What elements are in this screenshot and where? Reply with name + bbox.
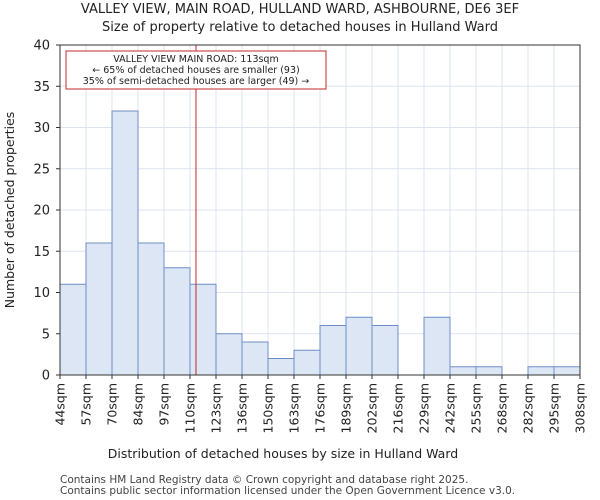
x-tick-label: 295sqm [547, 383, 562, 433]
y-tick-label: 0 [42, 369, 50, 384]
x-tick-label: 242sqm [443, 383, 458, 433]
bar-229sqm [423, 316, 451, 376]
x-axis-label: Distribution of detached houses by size … [108, 446, 458, 461]
chart-subtitle: Size of property relative to detached ho… [102, 20, 498, 35]
y-tick-label: 10 [33, 286, 50, 301]
x-tick-label: 308sqm [573, 383, 588, 433]
y-tick-label: 15 [33, 245, 50, 260]
x-tick-label: 216sqm [391, 383, 406, 433]
bar-70sqm [111, 110, 139, 376]
x-tick-label: 255sqm [469, 383, 484, 433]
x-tick-label: 136sqm [235, 383, 250, 433]
x-tick-label: 110sqm [183, 383, 198, 433]
x-tick-label: 282sqm [521, 383, 536, 433]
annotation-frame [65, 50, 327, 90]
x-axis-ticks: 44sqm 57sqm 70sqm 84sqm 97sqm 110sqm 123sqm 136… [53, 375, 588, 433]
bar-176sqm [319, 325, 347, 376]
y-tick-label: 20 [33, 204, 50, 219]
y-tick-label: 5 [42, 327, 50, 342]
annotation-line-1: VALLEY VIEW MAIN ROAD: 113sqm [113, 54, 278, 65]
y-tick-label: 35 [33, 80, 50, 95]
x-tick-label: 268sqm [495, 383, 510, 433]
y-axis-ticks: 0 5 10 15 20 25 30 35 40 [33, 39, 60, 384]
footer-licence: Contains public sector information licen… [60, 485, 516, 497]
bar-84sqm [137, 242, 165, 376]
bar-97sqm [163, 267, 191, 376]
x-tick-label: 202sqm [365, 383, 380, 433]
annotation-line-2: ← 65% of detached houses are smaller (93… [92, 65, 299, 76]
bar-150sqm [267, 358, 295, 376]
bars [59, 110, 581, 376]
y-axis-label: Number of detached properties [2, 112, 17, 309]
x-tick-label: 44sqm [53, 383, 68, 426]
y-tick-label: 40 [33, 39, 50, 54]
bar-255sqm [475, 366, 503, 376]
bar-136sqm [241, 341, 269, 376]
bar-282sqm [527, 366, 555, 376]
footer-copyright: Contains HM Land Registry data © Crown c… [60, 474, 469, 486]
bar-123sqm [215, 333, 243, 376]
bar-110sqm [189, 283, 217, 376]
bar-295sqm [553, 366, 581, 376]
x-tick-label: 70sqm [105, 383, 120, 426]
bar-163sqm [293, 349, 321, 376]
annotation-line-3: 35% of semi-detached houses are larger (… [83, 76, 310, 87]
bar-57sqm [85, 242, 113, 376]
x-tick-label: 97sqm [157, 383, 172, 426]
x-tick-label: 163sqm [287, 383, 302, 433]
x-tick-label: 189sqm [339, 383, 354, 433]
chart-title: VALLEY VIEW, MAIN ROAD, HULLAND WARD, AS… [80, 2, 520, 17]
x-tick-label: 57sqm [79, 383, 94, 426]
x-tick-label: 229sqm [417, 383, 432, 433]
x-tick-label: 84sqm [131, 383, 146, 426]
x-tick-label: 123sqm [209, 383, 224, 433]
x-tick-label: 176sqm [313, 383, 328, 433]
y-tick-label: 30 [33, 121, 50, 136]
bar-202sqm [371, 325, 399, 376]
bar-189sqm [345, 316, 373, 376]
bar-44sqm [59, 283, 87, 376]
histogram-chart: 0 5 10 15 20 25 30 35 40 44sqm 57sqm 70sqm 84sqm 97s… [2, 39, 588, 462]
annotation-box: VALLEY VIEW MAIN ROAD: 113sqm ← 65% of d… [65, 50, 327, 90]
y-tick-label: 25 [33, 162, 50, 177]
x-tick-label: 150sqm [261, 383, 276, 433]
bar-242sqm [449, 366, 477, 376]
